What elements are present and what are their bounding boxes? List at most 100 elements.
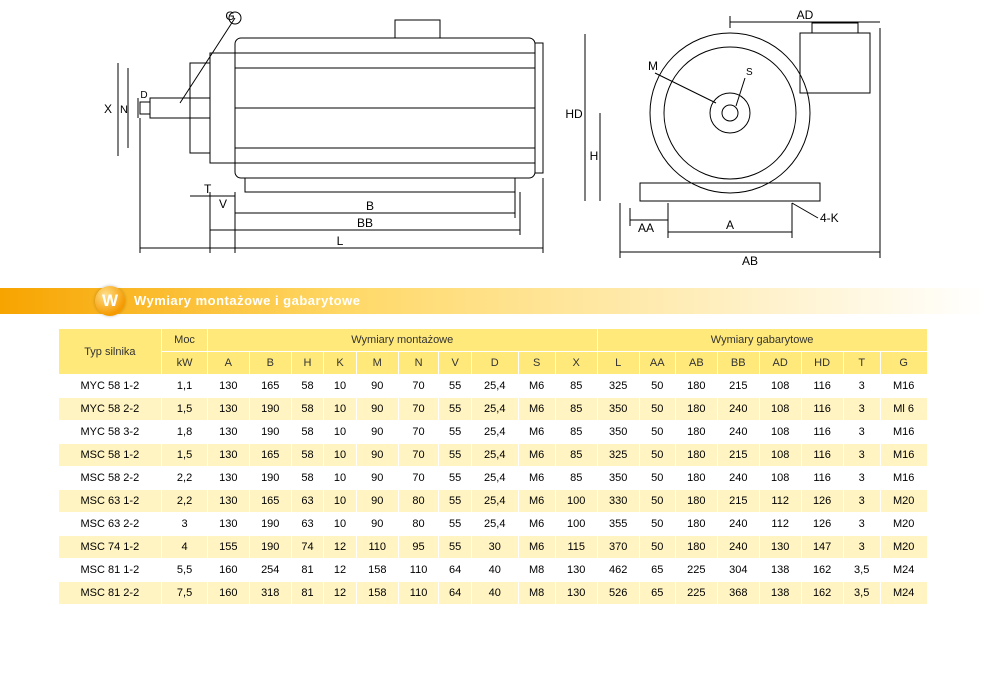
cell-value: 10 — [324, 467, 357, 490]
cell-value: 304 — [717, 559, 759, 582]
col-moc-unit: kW — [162, 352, 208, 375]
cell-value: 95 — [398, 536, 439, 559]
cell-value: 190 — [249, 513, 291, 536]
cell-value: 50 — [639, 490, 675, 513]
cell-value: 70 — [398, 467, 439, 490]
dim-label-T: T — [204, 182, 212, 196]
cell-value: 50 — [639, 536, 675, 559]
cell-value: 70 — [398, 398, 439, 421]
header-badge: W — [95, 286, 125, 316]
technical-drawing-area: G X N D T V B BB L — [0, 0, 985, 280]
dim-label-S: S — [746, 67, 753, 78]
cell-value: 70 — [398, 444, 439, 467]
cell-value: 90 — [356, 444, 398, 467]
cell-value: 55 — [439, 375, 472, 398]
cell-value: M6 — [518, 375, 555, 398]
cell-value: 55 — [439, 513, 472, 536]
cell-value: 180 — [675, 467, 717, 490]
cell-value: M6 — [518, 490, 555, 513]
cell-value: M6 — [518, 421, 555, 444]
cell-value: 55 — [439, 536, 472, 559]
col-D: D — [471, 352, 518, 375]
dim-label-4K: 4-K — [820, 211, 839, 225]
cell-value: 85 — [555, 375, 597, 398]
col-H: H — [291, 352, 324, 375]
table-row: MYC 58 1-21,1130165581090705525,4M685325… — [58, 375, 927, 398]
cell-value: 40 — [471, 559, 518, 582]
cell-value: 130 — [759, 536, 801, 559]
dim-label-AD: AD — [797, 8, 814, 22]
cell-value: 3 — [843, 536, 880, 559]
cell-value: 12 — [324, 559, 357, 582]
cell-value: 180 — [675, 490, 717, 513]
cell-value: 115 — [555, 536, 597, 559]
cell-value: 368 — [717, 582, 759, 605]
cell-value: Ml 6 — [880, 398, 927, 421]
col-AD: AD — [759, 352, 801, 375]
cell-value: 50 — [639, 467, 675, 490]
cell-typ: MSC 81 2-2 — [58, 582, 162, 605]
cell-value: 130 — [207, 375, 249, 398]
cell-value: 25,4 — [471, 467, 518, 490]
cell-value: M6 — [518, 398, 555, 421]
table-row: MSC 74 1-241551907412110955530M611537050… — [58, 536, 927, 559]
table-row: MYC 58 2-21,5130190581090705525,4M685350… — [58, 398, 927, 421]
table-row: MSC 58 2-22,2130190581090705525,4M685350… — [58, 467, 927, 490]
cell-value: 254 — [249, 559, 291, 582]
cell-moc: 7,5 — [162, 582, 208, 605]
cell-value: 3,5 — [843, 582, 880, 605]
cell-value: 3 — [843, 421, 880, 444]
cell-value: 180 — [675, 375, 717, 398]
cell-value: 10 — [324, 490, 357, 513]
cell-value: 160 — [207, 582, 249, 605]
cell-value: 64 — [439, 582, 472, 605]
col-typ: Typ silnika — [58, 329, 162, 375]
motor-front-view-drawing: AD M S HD H AA A 4-K AB — [560, 8, 940, 273]
cell-value: 162 — [801, 559, 843, 582]
cell-value: M6 — [518, 536, 555, 559]
cell-value: M16 — [880, 375, 927, 398]
cell-value: 55 — [439, 421, 472, 444]
cell-value: 130 — [207, 444, 249, 467]
cell-value: 147 — [801, 536, 843, 559]
cell-value: 70 — [398, 421, 439, 444]
dim-label-X: X — [104, 102, 112, 116]
cell-moc: 5,5 — [162, 559, 208, 582]
cell-value: 50 — [639, 375, 675, 398]
cell-value: M6 — [518, 467, 555, 490]
cell-value: 126 — [801, 490, 843, 513]
col-X: X — [555, 352, 597, 375]
cell-value: 110 — [398, 559, 439, 582]
dim-label-V: V — [219, 197, 227, 211]
col-moc: Moc — [162, 329, 208, 352]
cell-value: M8 — [518, 559, 555, 582]
col-K: K — [324, 352, 357, 375]
table-header: Typ silnika Moc Wymiary montażowe Wymiar… — [58, 329, 927, 375]
cell-value: 50 — [639, 421, 675, 444]
cell-value: 50 — [639, 398, 675, 421]
cell-value: 116 — [801, 398, 843, 421]
cell-typ: MSC 63 2-2 — [58, 513, 162, 536]
cell-value: 108 — [759, 467, 801, 490]
cell-typ: MSC 81 1-2 — [58, 559, 162, 582]
cell-value: 165 — [249, 375, 291, 398]
cell-value: 130 — [207, 421, 249, 444]
cell-value: 116 — [801, 375, 843, 398]
cell-value: 55 — [439, 467, 472, 490]
cell-value: 240 — [717, 513, 759, 536]
cell-value: 180 — [675, 421, 717, 444]
cell-value: 25,4 — [471, 444, 518, 467]
cell-value: 65 — [639, 559, 675, 582]
cell-value: 130 — [207, 490, 249, 513]
cell-moc: 3 — [162, 513, 208, 536]
cell-value: 162 — [801, 582, 843, 605]
cell-value: M16 — [880, 421, 927, 444]
cell-value: 50 — [639, 513, 675, 536]
cell-value: 130 — [555, 559, 597, 582]
cell-value: 55 — [439, 444, 472, 467]
col-S: S — [518, 352, 555, 375]
cell-value: 165 — [249, 444, 291, 467]
cell-value: 240 — [717, 398, 759, 421]
cell-value: M20 — [880, 490, 927, 513]
cell-value: 25,4 — [471, 398, 518, 421]
